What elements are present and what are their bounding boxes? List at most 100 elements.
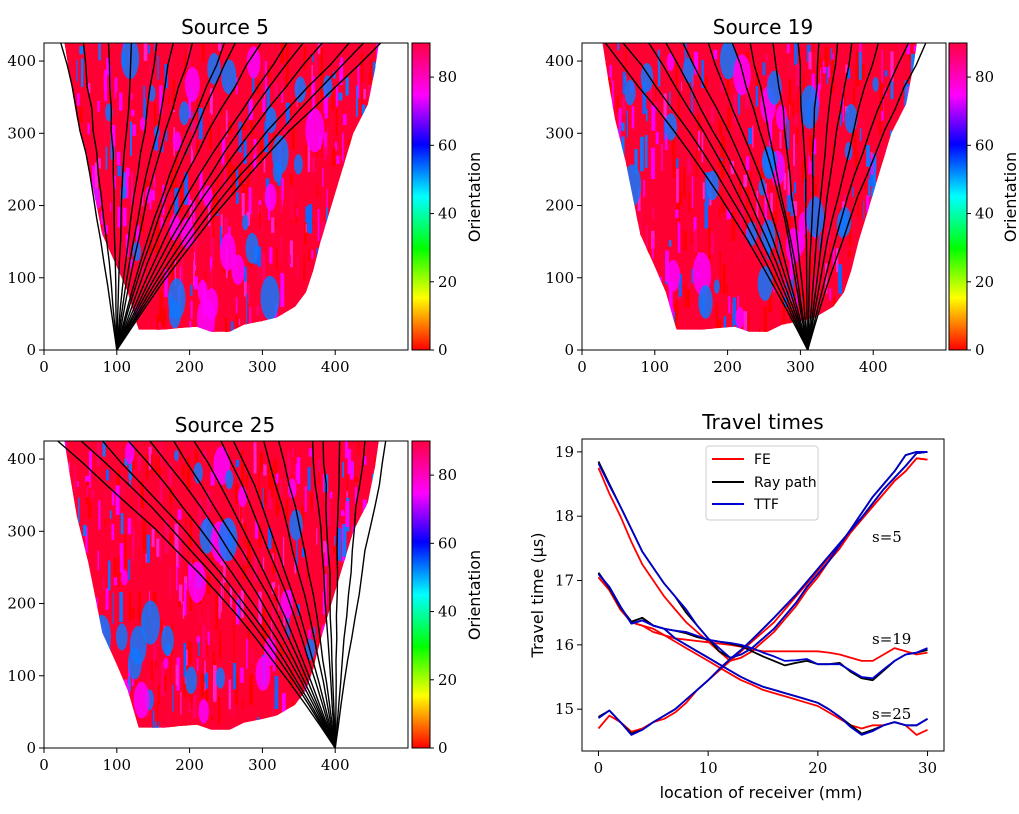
orientation-streak: [367, 539, 371, 550]
orientation-streak: [338, 92, 343, 101]
orientation-streak: [264, 121, 269, 153]
orientation-streak: [110, 202, 112, 212]
orientation-streak: [112, 593, 114, 625]
orientation-streak: [169, 667, 172, 682]
orientation-streak: [132, 450, 135, 470]
orientation-patch: [124, 682, 130, 696]
orientation-streak: [274, 82, 278, 100]
orientation-streak: [98, 668, 101, 695]
orientation-streak: [285, 499, 289, 522]
orientation-patch: [876, 269, 886, 291]
orientation-streak: [210, 471, 215, 486]
orientation-streak: [235, 77, 238, 95]
orientation-streak: [354, 176, 355, 208]
legend-label-ray-path: Ray path: [754, 475, 817, 491]
orientation-streak: [245, 549, 248, 558]
orientation-streak: [184, 649, 188, 684]
orientation-streak: [104, 69, 107, 101]
orientation-streak: [764, 203, 767, 229]
orientation-streak: [70, 673, 73, 703]
orientation-streak: [294, 312, 296, 332]
orientation-streak: [172, 726, 176, 730]
orientation-streak: [159, 474, 163, 502]
orientation-streak: [206, 639, 208, 656]
orientation-streak: [736, 107, 739, 137]
orientation-streak: [62, 451, 64, 481]
orientation-streak: [822, 61, 827, 74]
orientation-streak: [106, 298, 109, 320]
orientation-patch: [246, 46, 261, 79]
orientation-streak: [704, 202, 708, 229]
orientation-streak: [128, 559, 131, 581]
orientation-streak: [750, 171, 752, 187]
orientation-streak: [605, 239, 610, 251]
orientation-streak: [695, 303, 699, 317]
orientation-streak: [786, 175, 789, 205]
orientation-streak: [78, 707, 83, 730]
orientation-streak: [96, 442, 101, 467]
orientation-streak: [371, 679, 376, 695]
orientation-streak: [61, 267, 64, 274]
orientation-streak: [776, 221, 778, 233]
orientation-streak: [321, 221, 325, 250]
orientation-patch: [851, 293, 863, 321]
orientation-streak: [622, 71, 626, 95]
orientation-streak: [165, 130, 168, 142]
orientation-streak: [308, 249, 310, 262]
orientation-streak: [114, 81, 116, 99]
orientation-streak: [791, 274, 794, 299]
ray-path: [107, 43, 118, 350]
orientation-streak: [363, 456, 367, 465]
orientation-streak: [235, 483, 239, 504]
orientation-streak: [197, 657, 199, 671]
orientation-streak: [248, 187, 252, 214]
orientation-streak: [624, 207, 627, 230]
orientation-streak: [68, 462, 70, 493]
orientation-streak: [354, 476, 359, 483]
x-tick-label: 10: [699, 759, 718, 777]
ray-path: [311, 441, 336, 748]
orientation-streak: [392, 571, 395, 577]
orientation-streak: [162, 311, 166, 328]
orientation-streak: [73, 465, 76, 491]
orientation-streak: [788, 79, 792, 105]
orientation-streak: [906, 179, 909, 195]
orientation-streak: [850, 288, 853, 319]
orientation-streak: [289, 240, 293, 268]
orientation-streak: [746, 156, 750, 170]
orientation-streak: [64, 665, 65, 683]
orientation-streak: [691, 79, 693, 114]
orientation-streak: [879, 83, 884, 112]
orientation-patch: [761, 219, 776, 253]
orientation-streak: [690, 233, 692, 244]
orientation-streak: [268, 462, 271, 489]
orientation-streak: [198, 641, 200, 656]
orientation-streak: [190, 145, 194, 165]
orientation-streak: [309, 729, 312, 730]
orientation-streak: [93, 630, 95, 651]
orientation-streak: [622, 163, 627, 175]
orientation-streak: [622, 230, 625, 257]
orientation-streak: [383, 571, 385, 595]
orientation-streak: [158, 321, 161, 332]
orientation-streak: [924, 109, 926, 136]
orientation-streak: [786, 116, 790, 150]
orientation-streak: [847, 68, 851, 79]
ray-path: [707, 43, 809, 350]
orientation-streak: [927, 61, 929, 92]
orientation-streak: [364, 677, 366, 706]
orientation-streak: [274, 676, 279, 709]
orientation-streak: [679, 191, 683, 205]
orientation-streak: [92, 669, 97, 685]
x-tick-label: 100: [102, 358, 131, 376]
orientation-streak: [62, 690, 65, 714]
orientation-streak: [93, 234, 97, 260]
orientation-streak: [354, 291, 358, 321]
orientation-streak: [392, 443, 393, 468]
orientation-streak: [227, 159, 232, 179]
orientation-streak: [910, 306, 914, 332]
orientation-patch: [347, 656, 367, 701]
orientation-streak: [224, 318, 228, 332]
orientation-streak: [372, 215, 376, 241]
orientation-streak: [202, 625, 206, 658]
